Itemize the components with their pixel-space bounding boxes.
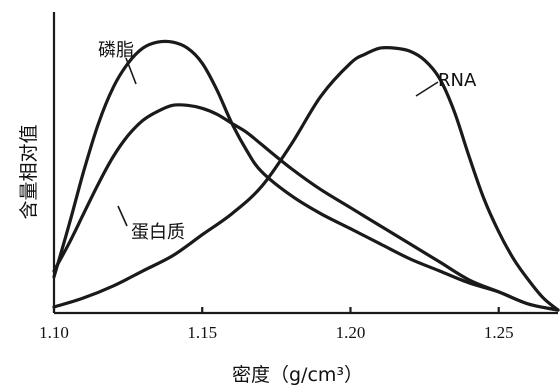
series-line-rna <box>52 45 560 312</box>
x-tick-label-1.10: 1.10 <box>39 323 69 342</box>
leader-line-protein <box>117 205 128 227</box>
series-line-phospholipid <box>52 39 560 312</box>
series-line-protein <box>52 103 560 312</box>
leader-line-rna <box>415 81 439 97</box>
series-label-rna: RNA <box>438 70 477 91</box>
series-label-phospholipid: 磷脂 <box>98 40 134 61</box>
y-axis-title: 含量相对值 <box>18 124 40 219</box>
series-curves <box>52 39 560 312</box>
x-tick-label-1.15: 1.15 <box>187 323 217 342</box>
x-axis-title: 密度（g/cm³） <box>232 364 363 386</box>
series-label-protein: 蛋白质 <box>131 222 185 243</box>
x-ticks <box>52 307 500 313</box>
x-tick-label-1.25: 1.25 <box>484 323 514 342</box>
leader-line-phospholipid <box>125 57 137 85</box>
x-tick-label-1.20: 1.20 <box>336 323 366 342</box>
x-tick-labels: 1.10 1.15 1.20 1.25 <box>39 323 513 342</box>
